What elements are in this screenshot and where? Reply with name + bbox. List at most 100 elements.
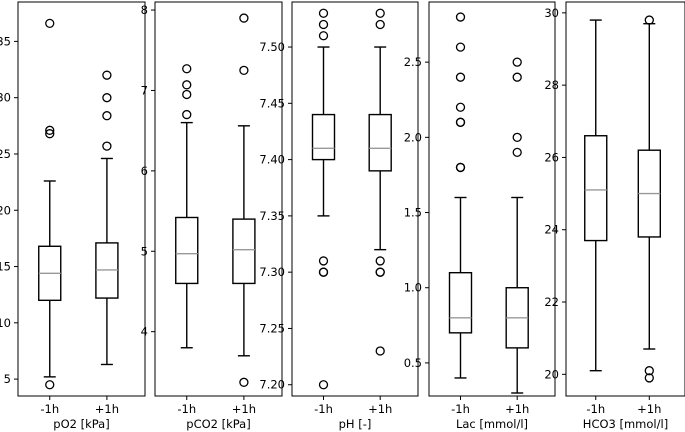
outlier-point xyxy=(455,42,466,52)
x-axis-title: HCO3 [mmol/l] xyxy=(583,417,668,431)
box-+1h xyxy=(232,13,256,387)
outlier-point xyxy=(644,373,654,383)
outlier-point xyxy=(45,125,55,135)
y-tick-label: 15 xyxy=(0,260,11,274)
outlier-point xyxy=(318,19,329,30)
y-tick-label: 7.20 xyxy=(259,378,285,392)
outlier-point xyxy=(644,15,654,25)
outlier-point xyxy=(102,93,112,103)
x-tick-label: +1h xyxy=(505,402,529,416)
y-tick-label: 0.5 xyxy=(404,356,422,370)
y-tick-label: 7.50 xyxy=(259,40,285,54)
outlier-point xyxy=(239,65,249,75)
y-tick-label: 2.5 xyxy=(404,55,422,69)
box--1h xyxy=(175,64,199,349)
outlier-point xyxy=(455,102,466,112)
iqr-box xyxy=(175,216,199,285)
y-tick-label: 8 xyxy=(141,3,148,17)
outlier-point xyxy=(455,72,466,82)
x-axis-title: pCO2 [kPa] xyxy=(186,417,250,431)
y-tick-label: 7.30 xyxy=(259,265,285,279)
y-tick-label: 7 xyxy=(141,83,148,97)
y-tick-label: 30 xyxy=(0,91,11,105)
y-tick-label: 7.25 xyxy=(259,321,285,335)
x-tick-label: +1h xyxy=(232,402,256,416)
axes-frame xyxy=(428,1,556,397)
y-tick-label: 26 xyxy=(544,150,559,164)
outlier-point xyxy=(318,380,329,390)
y-tick-label: 1.5 xyxy=(404,206,422,220)
x-axis-title: pH [-] xyxy=(339,417,372,431)
outlier-point xyxy=(102,111,112,121)
outlier-point xyxy=(182,109,192,120)
box--1h xyxy=(311,8,336,390)
x-tick-label: -1h xyxy=(451,402,470,416)
outlier-point xyxy=(318,8,329,18)
outlier-point xyxy=(182,89,192,100)
outlier-point xyxy=(512,132,522,142)
outlier-point xyxy=(375,19,385,30)
y-tick-label: 30 xyxy=(544,6,559,20)
outlier-point xyxy=(512,57,522,67)
y-tick-label: 4 xyxy=(141,325,148,339)
outlier-point xyxy=(318,31,329,41)
box-+1h xyxy=(505,57,529,394)
outlier-point xyxy=(318,256,329,266)
y-tick-label: 7.45 xyxy=(259,96,285,110)
iqr-box xyxy=(584,135,608,242)
y-tick-label: 24 xyxy=(544,223,559,237)
y-tick-label: 20 xyxy=(0,203,11,217)
outlier-point xyxy=(644,366,654,376)
box--1h xyxy=(38,18,62,390)
y-tick-label: 7.40 xyxy=(259,153,285,167)
x-tick-label: +1h xyxy=(95,402,119,416)
y-tick-label: 28 xyxy=(544,78,559,92)
y-tick-label: 2.0 xyxy=(404,130,422,144)
outlier-point xyxy=(239,13,249,23)
axes-frame xyxy=(17,1,146,397)
outlier-point xyxy=(455,12,466,22)
axes-frame xyxy=(154,1,283,397)
iqr-box xyxy=(311,113,336,161)
x-tick-label: -1h xyxy=(177,402,196,416)
outlier-point xyxy=(102,141,112,151)
x-axis-title: Lac [mmol/l] xyxy=(456,417,528,431)
outlier-point xyxy=(239,377,249,387)
y-tick-label: 5 xyxy=(141,244,148,258)
iqr-box xyxy=(368,113,392,172)
outlier-point xyxy=(182,80,192,90)
box-+1h xyxy=(637,15,661,383)
outlier-point xyxy=(512,147,522,158)
outlier-point xyxy=(512,72,522,82)
box-+1h xyxy=(95,70,119,366)
y-tick-label: 22 xyxy=(544,295,559,309)
outlier-point xyxy=(455,117,466,127)
outlier-point xyxy=(375,8,385,18)
y-tick-label: 6 xyxy=(141,164,148,178)
x-tick-label: -1h xyxy=(40,402,59,416)
x-tick-label: -1h xyxy=(586,402,605,416)
y-tick-label: 7.35 xyxy=(259,209,285,223)
outlier-point xyxy=(375,346,385,356)
x-tick-label: -1h xyxy=(314,402,333,416)
outlier-point xyxy=(375,267,385,277)
y-tick-label: 1.0 xyxy=(404,281,422,295)
outlier-point xyxy=(102,70,112,80)
outlier-point xyxy=(455,162,466,173)
y-tick-label: 20 xyxy=(544,367,559,381)
box--1h xyxy=(584,19,608,372)
outlier-point xyxy=(45,18,55,29)
box--1h xyxy=(448,12,473,379)
y-tick-label: 25 xyxy=(0,147,11,161)
outlier-point xyxy=(182,64,192,74)
iqr-box xyxy=(232,218,256,285)
outlier-point xyxy=(318,267,329,277)
iqr-box xyxy=(448,271,473,334)
x-tick-label: +1h xyxy=(368,402,392,416)
axes-frame xyxy=(291,1,419,397)
